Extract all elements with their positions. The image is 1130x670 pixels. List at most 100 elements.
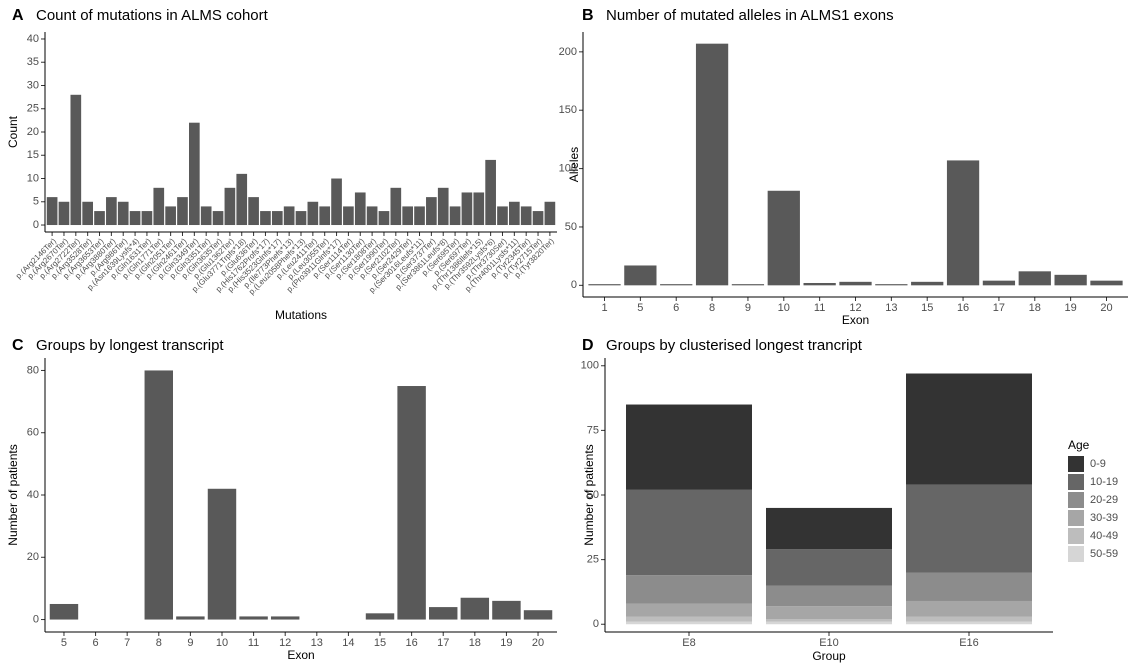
bar (58, 201, 70, 226)
bar (378, 211, 390, 226)
x-tick-label: 15 (374, 637, 386, 649)
legend-key (1068, 546, 1084, 562)
y-tick-label: 0 (593, 618, 599, 630)
bar (236, 173, 248, 226)
bar-segment (766, 549, 892, 586)
bar (248, 197, 259, 226)
y-tick-label: 200 (559, 46, 577, 58)
bar (1018, 271, 1051, 286)
x-tick-label: 19 (500, 637, 512, 649)
bar (397, 386, 426, 620)
y-tick-label: 40 (27, 33, 39, 45)
y-tick-label: 50 (587, 489, 599, 501)
panel-title: Groups by clusterised longest trancript (606, 337, 863, 354)
panel-tag: B (582, 7, 594, 24)
bar (331, 178, 342, 226)
y-tick-label: 15 (27, 149, 39, 161)
bar (354, 192, 366, 226)
x-tick-label: 8 (156, 637, 162, 649)
x-tick-label: E16 (959, 637, 979, 649)
y-tick-label: 10 (27, 172, 39, 184)
bar (365, 613, 395, 620)
legend-key (1068, 528, 1084, 544)
bar-segment (766, 619, 892, 622)
bar (239, 616, 268, 620)
y-tick-label: 0 (571, 279, 577, 291)
bar (497, 206, 508, 226)
x-tick-label: 19 (1065, 302, 1077, 314)
y-tick-label: 30 (27, 79, 39, 91)
bar (509, 201, 520, 226)
bar (46, 197, 58, 226)
panel-title: Number of mutated alleles in ALMS1 exons (606, 7, 894, 24)
legend-key (1068, 510, 1084, 526)
bar (106, 197, 117, 226)
panel-tag: A (12, 7, 24, 24)
bar (144, 370, 173, 620)
bar (94, 211, 105, 226)
legend-label: 30-39 (1090, 512, 1118, 524)
bar (212, 211, 224, 226)
bar (426, 197, 437, 226)
bar-segment (906, 600, 1032, 617)
x-tick-label: 15 (921, 302, 933, 314)
bar (176, 616, 205, 620)
bar-segment (906, 621, 1032, 625)
bar (200, 206, 212, 226)
bar (165, 206, 176, 226)
bar (520, 206, 532, 226)
x-tick-label: 10 (216, 637, 228, 649)
bar (343, 206, 354, 226)
x-tick-label: 13 (311, 637, 323, 649)
bar (544, 201, 556, 226)
bar-segment (906, 572, 1032, 601)
x-tick-label: E8 (682, 637, 695, 649)
x-tick-label: 20 (532, 637, 544, 649)
bar (295, 211, 307, 226)
x-tick-label: 9 (187, 637, 193, 649)
bar (319, 206, 331, 226)
legend-label: 50-59 (1090, 548, 1118, 560)
legend-key (1068, 456, 1084, 472)
bar (803, 282, 836, 286)
bar (153, 187, 165, 226)
x-axis-title: Mutations (275, 308, 327, 322)
bar (695, 43, 729, 286)
bar (839, 281, 872, 286)
bar (177, 197, 188, 226)
x-tick-label: 17 (993, 302, 1005, 314)
bar-segment (766, 585, 892, 607)
bar (224, 187, 236, 226)
bar (414, 206, 425, 226)
y-tick-label: 50 (565, 221, 577, 233)
bar (429, 607, 458, 620)
y-axis-title: Alleles (567, 147, 581, 182)
bar-segment (626, 404, 752, 490)
bar (875, 284, 908, 286)
bar-segment (626, 575, 752, 604)
bar (49, 603, 79, 620)
bar (660, 284, 693, 286)
x-tick-label: 17 (437, 637, 449, 649)
y-tick-label: 20 (27, 551, 39, 563)
bar (1054, 274, 1087, 286)
bar-segment (766, 621, 892, 625)
y-tick-label: 25 (27, 103, 39, 115)
y-tick-label: 0 (33, 613, 39, 625)
bar (307, 201, 319, 226)
y-axis-title: Count (6, 115, 20, 148)
y-tick-label: 20 (27, 126, 39, 138)
y-tick-label: 100 (581, 360, 599, 372)
bar-segment (626, 603, 752, 617)
y-tick-label: 60 (27, 427, 39, 439)
bar-segment (766, 507, 892, 550)
panel-tag: C (12, 337, 24, 354)
legend-label: 0-9 (1090, 458, 1106, 470)
y-tick-label: 100 (559, 162, 577, 174)
y-tick-label: 5 (33, 196, 39, 208)
x-tick-label: 5 (637, 302, 643, 314)
bar (461, 192, 473, 226)
bar (473, 192, 485, 226)
bar-segment (626, 616, 752, 622)
y-axis-title: Number of patients (582, 444, 596, 545)
